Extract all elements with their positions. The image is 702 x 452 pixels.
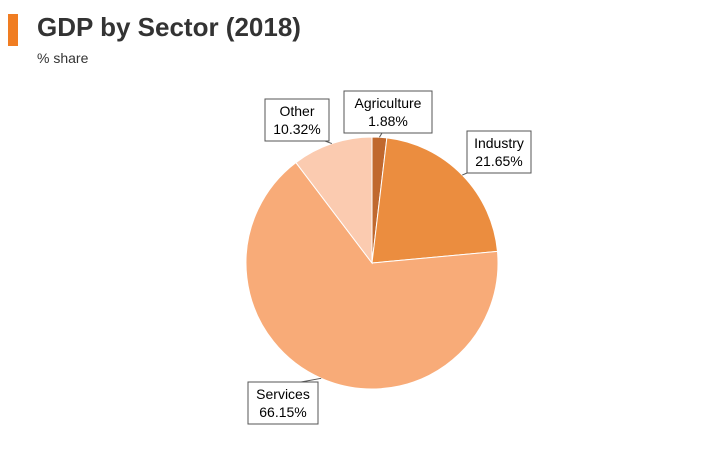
pie-label-value-services: 66.15%: [259, 404, 306, 420]
pie-label-category-other: Other: [279, 103, 314, 119]
pie-slices: [245, 136, 499, 390]
pie-label-category-industry: Industry: [474, 135, 524, 151]
pie-label-box-agriculture: [343, 90, 433, 134]
pie-connector-agriculture: [379, 132, 383, 138]
pie-connector-services: [300, 377, 322, 383]
pie-label-box-other: [264, 98, 330, 142]
chart-subtitle: % share: [37, 50, 89, 66]
pie-labels: Agriculture 1.88% Industry 21.65% Services 66…: [247, 90, 532, 425]
title-accent-bar: [8, 14, 18, 46]
pie-label-box-industry: [466, 130, 532, 174]
pie-slice-industry: [371, 137, 499, 264]
pie-label-value-other: 10.32%: [273, 121, 320, 137]
pie-label-category-services: Services: [256, 386, 310, 402]
pie-label-box-services: [247, 381, 319, 425]
pie-label-value-agriculture: 1.88%: [368, 113, 408, 129]
pie-connector-industry: [462, 172, 468, 176]
pie-label-category-agriculture: Agriculture: [355, 95, 422, 111]
chart-title: GDP by Sector (2018): [37, 12, 301, 42]
pie-slice-other: [295, 136, 373, 265]
pie-label-value-industry: 21.65%: [475, 153, 522, 169]
